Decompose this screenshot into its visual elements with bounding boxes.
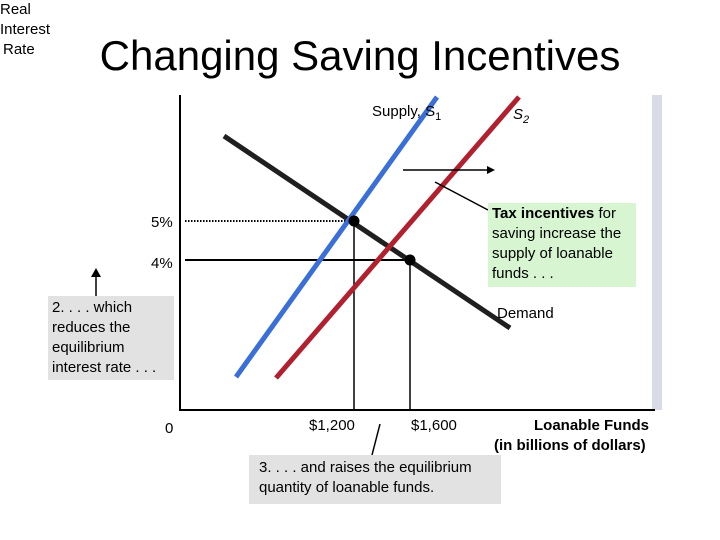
equilibrium-point-new [404, 254, 416, 266]
page-title: Changing Saving Incentives [99, 32, 621, 79]
quantity-callout-pointer [371, 423, 381, 456]
supply-s2-subscript: 2 [523, 114, 530, 126]
x-axis-label-line-2: (in billions of dollars) [494, 437, 646, 454]
tax-callout-pointer [434, 181, 489, 211]
supply-s2-label-text: S [513, 106, 524, 123]
supply-s1-label: Supply, S1 [372, 103, 441, 126]
y-axis-label-line-2: Interest [0, 21, 51, 38]
x-axis-label-line-1: Loanable Funds [534, 417, 650, 434]
supply-curve-s1 [233, 95, 440, 379]
supply-s1-subscript: 1 [435, 111, 442, 123]
tax-callout-bold-text: Tax incentives [492, 205, 595, 222]
demand-curve [222, 133, 512, 331]
quantity-1200-label: $1,200 [309, 417, 355, 434]
supply-curve-s2 [274, 95, 521, 380]
rate-reduction-callout: 2. . . . which reduces the equilibrium i… [48, 296, 174, 380]
quantity-increase-callout: 3. . . . and raises the equilibrium quan… [249, 455, 501, 504]
supply-s2-label: S2 [513, 106, 529, 129]
demand-label: Demand [497, 305, 554, 322]
rate-5-label: 5% [151, 214, 173, 231]
quantity-1600-label: $1,600 [411, 417, 457, 434]
tax-incentive-callout: Tax incentives for saving increase the s… [488, 203, 636, 287]
y-axis-label-line-1: Real [0, 1, 31, 18]
y-axis-label-line-3: Rate [3, 41, 35, 58]
tax-callout-text: for saving increase the supply of loanab… [492, 205, 622, 282]
y-axis-label: Real Interest Rate [0, 0, 80, 60]
equilibrium-point-initial [348, 215, 360, 227]
supply-shift-arrowhead [487, 166, 495, 174]
rate-callout-arrowhead [91, 268, 101, 277]
origin-label: 0 [165, 420, 174, 437]
rate-4-label: 4% [151, 255, 173, 272]
panel-shadow-right [652, 95, 662, 410]
supply-s1-label-text: Supply, S [372, 103, 436, 120]
